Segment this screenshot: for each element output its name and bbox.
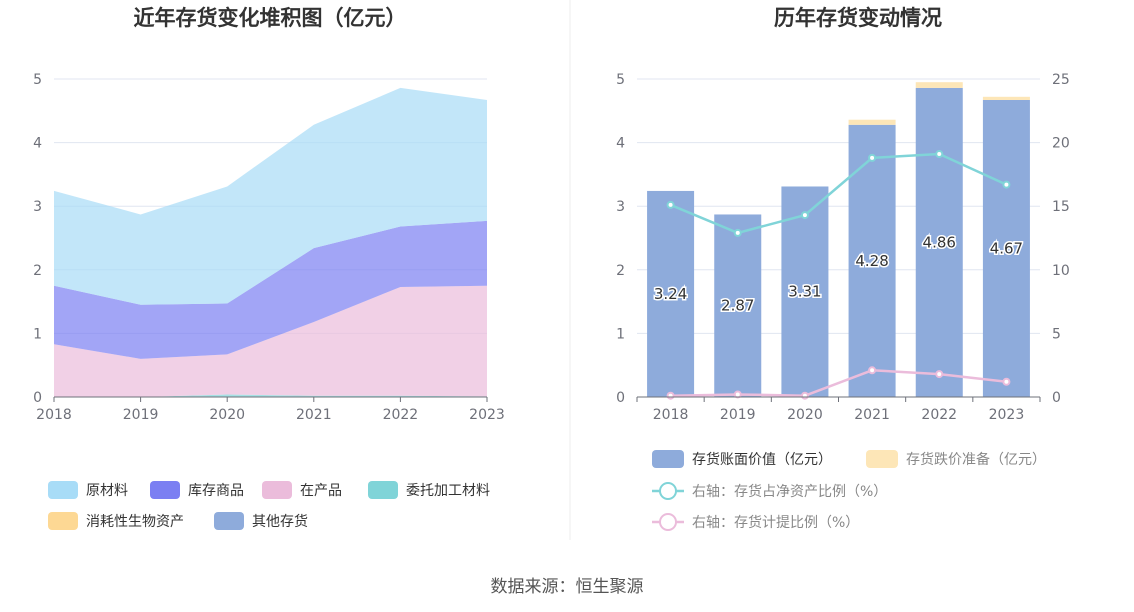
right-x-tick-label: 2018 — [653, 407, 689, 423]
left-x-tick-label: 2020 — [209, 407, 245, 423]
line-point — [935, 370, 944, 379]
bar-book-value — [714, 214, 762, 397]
left-y-tick-label: 4 — [33, 136, 42, 152]
line-inventory-ratio — [670, 152, 1007, 235]
right-y-tick-label: 1 — [616, 326, 625, 342]
left-x-tick-label: 2023 — [469, 407, 505, 423]
right-y-tick-label: 3 — [616, 199, 625, 215]
legend-marker — [659, 513, 677, 531]
bar-book-value — [781, 186, 829, 397]
area-2 — [54, 220, 487, 359]
left-y-tick-label: 2 — [33, 263, 42, 279]
right-y-tick-label: 5 — [616, 72, 625, 88]
legend-label: 消耗性生物资产 — [86, 514, 184, 530]
right-chart-title: 历年存货变动情况 — [774, 6, 942, 30]
line-point — [868, 366, 877, 375]
left-areas — [54, 87, 487, 397]
left-x-tick-label: 2019 — [123, 407, 159, 423]
left-chart-title: 近年存货变化堆积图（亿元） — [134, 6, 407, 30]
line-point — [666, 391, 675, 400]
legend-label: 其他存货 — [252, 513, 308, 530]
legend-swatch — [368, 481, 398, 499]
right-bars: 3.24 2.87 3.31 4.28 4.86 4.67 — [647, 82, 1030, 398]
legend-swatch — [48, 481, 78, 499]
bar-value-label: 2.87 — [721, 297, 754, 315]
left-x-tick-label: 2022 — [383, 407, 419, 423]
left-y-tick-label: 5 — [33, 72, 42, 88]
line-point — [1002, 377, 1011, 386]
right-y-tick-label: 2 — [616, 263, 625, 279]
right-y2-tick-label: 20 — [1052, 136, 1070, 152]
legend-label: 存货跌价准备（亿元） — [906, 451, 1046, 468]
bar-impairment — [982, 96, 1030, 100]
data-source: 数据来源：恒生聚源 — [491, 577, 644, 597]
bar-impairment — [848, 119, 896, 125]
right-x-tick-label: 2021 — [854, 407, 890, 423]
area-4 — [54, 394, 487, 397]
line-point — [733, 228, 742, 237]
bar-book-value — [915, 87, 963, 398]
legend-swatch — [652, 450, 684, 468]
right-grid — [637, 78, 1040, 334]
right-y2-tick-label: 5 — [1052, 326, 1061, 342]
legend-label: 库存商品 — [188, 483, 244, 499]
left-y-tick-label: 1 — [33, 326, 42, 342]
bar-value-label: 4.86 — [923, 233, 956, 251]
right-lines — [666, 150, 1011, 400]
right-x-tick-label: 2022 — [921, 407, 957, 423]
line-point — [800, 211, 809, 220]
legend-label: 委托加工材料 — [406, 483, 490, 499]
right-x-tick-label: 2023 — [989, 407, 1025, 423]
right-y2-tick-label: 10 — [1052, 263, 1070, 279]
bar-value-label: 4.67 — [990, 239, 1023, 257]
legend-swatch — [48, 512, 78, 530]
line-point — [1002, 180, 1011, 189]
bar-value-label: 3.31 — [788, 283, 821, 301]
bar-value-label: 4.28 — [855, 252, 888, 270]
bar-book-value — [647, 190, 695, 397]
legend-label: 原材料 — [86, 483, 128, 499]
left-axes: 0 1 2 3 4 5 2018 2019 2020 2021 2022 2023 — [33, 72, 505, 423]
line-point — [935, 150, 944, 159]
left-y-tick-label: 0 — [33, 390, 42, 406]
right-y2-tick-label: 25 — [1052, 72, 1070, 88]
left-x-tick-label: 2018 — [36, 407, 72, 423]
line-provision-ratio — [670, 369, 1007, 397]
bar-book-value — [982, 99, 1030, 397]
right-y-tick-label: 0 — [616, 390, 625, 406]
legend-label: 存货账面价值（亿元） — [692, 451, 832, 468]
legend-swatch — [214, 512, 244, 530]
line-point — [666, 200, 675, 209]
area-3 — [54, 285, 487, 397]
right-legend: 存货账面价值（亿元） 存货跌价准备（亿元） 右轴：存货占净资产比例（%） 右轴：存货计… — [652, 450, 1046, 531]
right-y-tick-label: 4 — [616, 136, 625, 152]
right-axes: 0 1 2 3 4 5 0 5 10 15 20 25 2018 2019 2020 2021 2022 2023 — [616, 72, 1070, 423]
legend-swatch — [262, 481, 292, 499]
line-point — [800, 391, 809, 400]
legend-label: 右轴：存货占净资产比例（%） — [692, 483, 887, 500]
legend-label: 右轴：存货计提比例（%） — [692, 514, 859, 531]
stacked-area-chart: 近年存货变化堆积图（亿元） 0 1 2 3 4 5 2018 2019 2020 2021 2022… — [33, 6, 505, 530]
legend-label: 在产品 — [300, 483, 342, 499]
right-y2-tick-label: 15 — [1052, 199, 1070, 215]
right-x-tick-label: 2019 — [720, 407, 756, 423]
left-y-tick-label: 3 — [33, 199, 42, 215]
left-x-tick-label: 2021 — [296, 407, 332, 423]
bar-value-label: 3.24 — [654, 285, 687, 303]
bar-impairment — [915, 82, 963, 88]
legend-marker — [659, 482, 677, 500]
legend-swatch — [866, 450, 898, 468]
bar-line-chart: 历年存货变动情况 3.24 2.87 3.31 4.28 4.86 4.67 0 1 2 3 4 5… — [616, 6, 1070, 531]
line-point — [868, 153, 877, 162]
legend-swatch — [150, 481, 180, 499]
area-1 — [54, 87, 487, 305]
right-y2-tick-label: 0 — [1052, 390, 1061, 406]
right-x-tick-label: 2020 — [787, 407, 823, 423]
